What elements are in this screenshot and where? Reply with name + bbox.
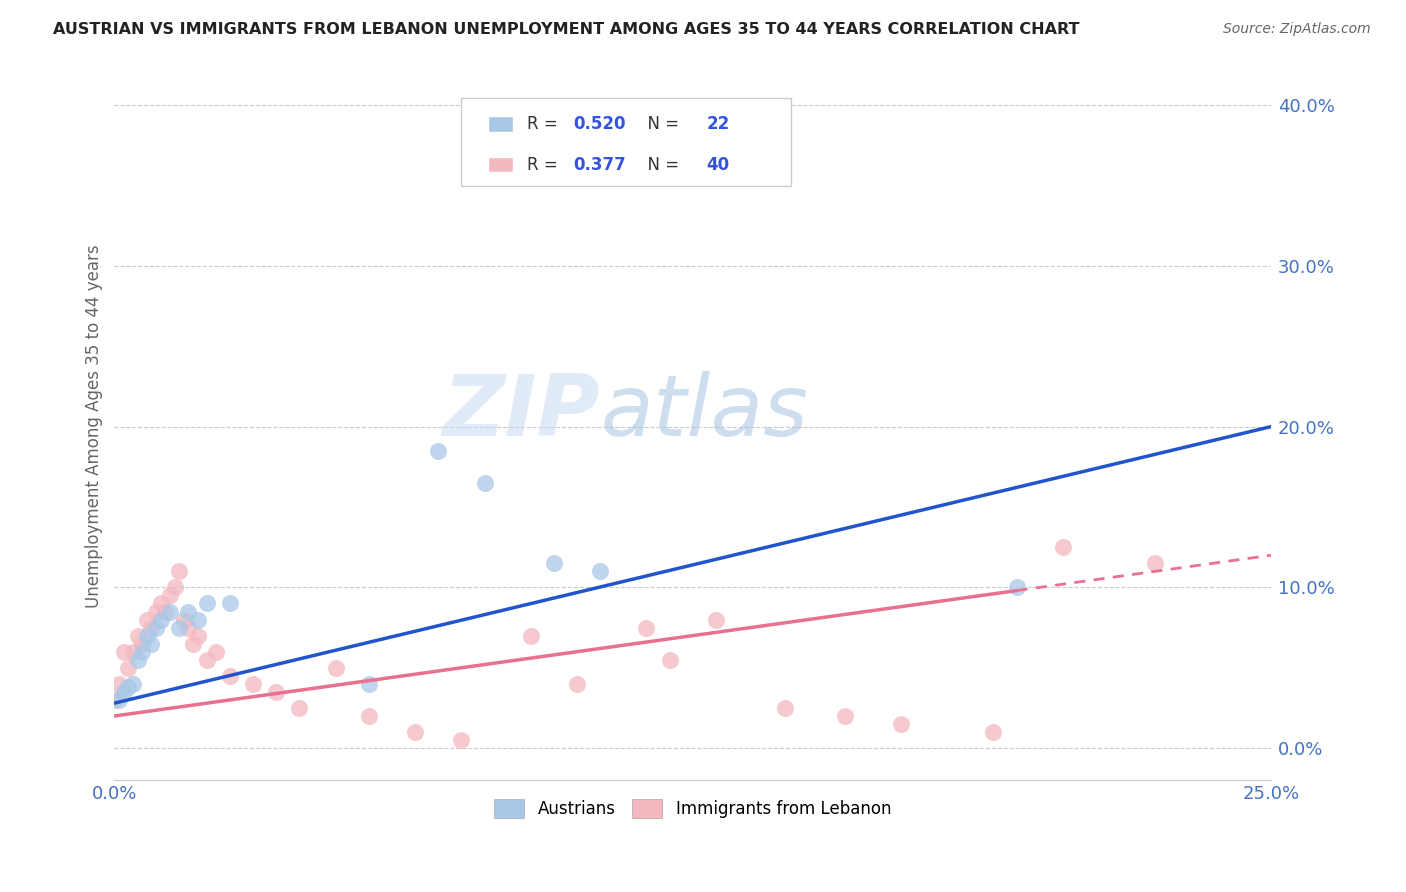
Text: 22: 22 (707, 115, 730, 133)
Text: ZIP: ZIP (443, 371, 600, 454)
Point (127, 629, 149, 643)
Point (131, 637, 153, 651)
Point (112, 685, 135, 699)
Point (195, 653, 218, 667)
Point (242, 677, 264, 691)
Point (127, 653, 149, 667)
Point (427, 443, 450, 458)
Point (565, 677, 588, 691)
Point (1052, 540, 1074, 554)
Point (159, 605, 181, 619)
Point (131, 645, 153, 659)
Point (1005, 581, 1028, 595)
Point (543, 556, 565, 570)
Point (159, 589, 181, 603)
Point (122, 677, 145, 691)
Text: AUSTRIAN VS IMMIGRANTS FROM LEBANON UNEMPLOYMENT AMONG AGES 35 TO 44 YEARS CORRE: AUSTRIAN VS IMMIGRANTS FROM LEBANON UNEM… (53, 22, 1080, 37)
Point (135, 629, 157, 643)
Point (219, 669, 242, 683)
Point (177, 605, 200, 619)
Point (177, 621, 200, 635)
Point (103, 693, 125, 707)
Point (219, 597, 242, 611)
Point (187, 629, 209, 643)
Point (117, 661, 139, 675)
Point (404, 725, 426, 739)
Point (325, 661, 347, 675)
Text: atlas: atlas (600, 371, 808, 454)
Point (288, 701, 311, 715)
Point (108, 693, 131, 707)
Text: N =: N = (637, 115, 685, 133)
Point (145, 605, 167, 619)
Text: 0.520: 0.520 (574, 115, 626, 133)
Point (266, 685, 288, 699)
FancyBboxPatch shape (488, 116, 513, 132)
Point (117, 680, 139, 694)
Text: R =: R = (527, 156, 564, 174)
Point (450, 733, 472, 747)
Point (983, 725, 1005, 739)
Point (155, 605, 177, 619)
Point (141, 637, 163, 651)
Point (108, 677, 131, 691)
Point (704, 613, 727, 627)
Point (167, 564, 190, 578)
Text: Source: ZipAtlas.com: Source: ZipAtlas.com (1223, 22, 1371, 37)
Point (167, 621, 190, 635)
Point (112, 645, 135, 659)
Point (141, 621, 163, 635)
Point (122, 645, 145, 659)
Legend: Austrians, Immigrants from Lebanon: Austrians, Immigrants from Lebanon (488, 792, 898, 825)
Point (589, 564, 612, 578)
Point (890, 717, 912, 731)
Point (195, 597, 218, 611)
Point (163, 581, 186, 595)
FancyBboxPatch shape (488, 157, 513, 172)
Point (187, 613, 209, 627)
Point (181, 637, 204, 651)
Text: 0.377: 0.377 (574, 156, 626, 174)
Point (205, 645, 228, 659)
Point (474, 475, 496, 490)
Y-axis label: Unemployment Among Ages 35 to 44 years: Unemployment Among Ages 35 to 44 years (86, 244, 103, 608)
Point (773, 701, 796, 715)
Point (145, 621, 167, 635)
Point (658, 653, 681, 667)
Text: N =: N = (637, 156, 685, 174)
Point (1144, 556, 1167, 570)
Text: 40: 40 (707, 156, 730, 174)
Point (834, 709, 856, 723)
Point (357, 709, 380, 723)
Point (149, 597, 172, 611)
Point (636, 621, 658, 635)
Point (357, 677, 380, 691)
Text: R =: R = (527, 115, 564, 133)
Point (135, 613, 157, 627)
Point (519, 629, 541, 643)
FancyBboxPatch shape (461, 98, 792, 186)
Point (149, 613, 172, 627)
Point (173, 613, 195, 627)
